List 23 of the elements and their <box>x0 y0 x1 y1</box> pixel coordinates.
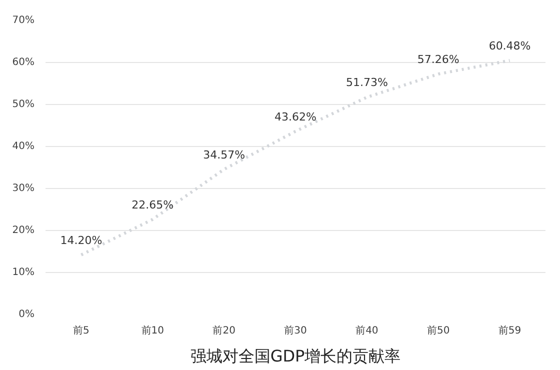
x-tick-label: 前5 <box>73 324 90 336</box>
x-tick-label: 前30 <box>284 324 307 336</box>
y-tick-label: 50% <box>12 99 35 110</box>
data-label: 51.73% <box>346 76 388 90</box>
x-tick-label: 前50 <box>426 324 450 336</box>
text: 强城对全国GDP增长的贡献率 <box>190 346 401 366</box>
y-tick-label: 40% <box>12 141 35 152</box>
data-label: 60.48% <box>488 39 531 52</box>
y-tick-label: 70% <box>12 15 35 26</box>
y-tick-label: 20% <box>12 225 35 236</box>
data-label: 57.26% <box>417 53 460 66</box>
x-tick-label: 前10 <box>141 324 164 336</box>
x-tick-label: 前59 <box>498 324 522 336</box>
y-tick-label: 30% <box>12 183 35 194</box>
data-label: 22.65% <box>132 198 174 212</box>
x-tick-label: 前20 <box>212 324 236 336</box>
data-label: 34.57% <box>203 148 246 162</box>
x-tick-label: 前40 <box>356 324 378 336</box>
y-tick-label: 0% <box>18 309 35 320</box>
data-label: 43.62% <box>274 110 316 124</box>
y-tick-label: 10% <box>12 267 35 278</box>
data-label: 14.20% <box>60 234 102 247</box>
y-tick-label: 60% <box>12 57 35 68</box>
